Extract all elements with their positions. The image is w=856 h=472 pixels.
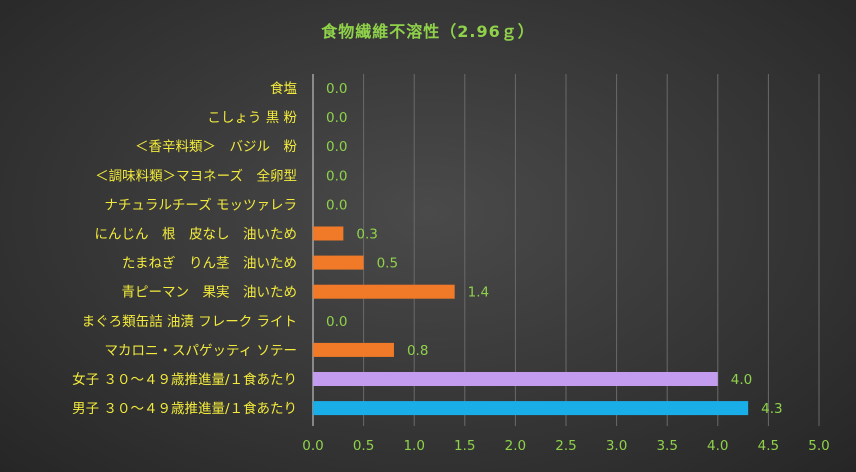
bar <box>313 284 455 299</box>
category-label: にんじん 根 皮なし 油いため <box>95 227 298 243</box>
x-axis-tick-labels: 0.0 0.5 1.0 1.5 2.0 2.5 3.0 3.5 4.0 4.5 5.0 <box>302 438 829 454</box>
category-label: ＜香辛料類＞ バジル 粉 <box>135 139 297 155</box>
x-tick-label: 2.5 <box>555 438 576 454</box>
chart-title: 食物繊維不溶性（2.96ｇ） <box>321 22 535 41</box>
x-tick-label: 3.0 <box>606 438 627 454</box>
data-label: 0.3 <box>356 227 377 243</box>
category-label: ＜調味料類＞マヨネーズ 全卵型 <box>95 167 297 184</box>
data-label: 0.0 <box>326 314 347 330</box>
x-tick-label: 2.0 <box>505 438 526 454</box>
data-label: 0.8 <box>407 343 428 359</box>
data-label: 0.0 <box>326 81 347 97</box>
category-label: 青ピーマン 果実 油いため <box>122 285 298 301</box>
x-tick-label: 4.0 <box>707 438 728 454</box>
data-label: 0.5 <box>377 256 398 272</box>
data-label: 1.4 <box>468 285 489 301</box>
category-label: ナチュラルチーズ モッツァレラ <box>104 197 297 213</box>
x-tick-label: 1.5 <box>454 438 475 454</box>
x-tick-label: 4.5 <box>758 438 779 454</box>
category-label: まぐろ類缶詰 油漬 フレーク ライト <box>82 314 297 330</box>
value-labels: 0.0 0.0 0.0 0.0 0.0 0.30.5 1.4 0.0 0.8 4.0 4.3 <box>326 81 783 417</box>
bar <box>313 255 364 270</box>
data-label: 0.0 <box>326 110 347 126</box>
bar <box>313 401 749 416</box>
category-label: 食塩 <box>270 80 297 97</box>
bars <box>313 226 749 416</box>
gridlines <box>312 74 820 426</box>
data-label: 0.0 <box>326 139 347 155</box>
data-label: 4.0 <box>731 372 752 388</box>
bar <box>313 226 344 241</box>
category-label: マカロニ・スパゲッティ ソテー <box>105 343 297 359</box>
category-label: こしょう 黒 粉 <box>207 110 297 126</box>
data-label: 4.3 <box>761 401 782 417</box>
category-label: 女子 ３０～４９歳推進量/１食あたり <box>72 371 297 388</box>
data-label: 0.0 <box>326 197 347 213</box>
x-tick-label: 5.0 <box>808 438 829 454</box>
bar <box>313 342 394 357</box>
category-label: たまねぎ りん茎 油いため <box>122 256 297 272</box>
x-tick-label: 3.5 <box>656 438 677 454</box>
category-label: 男子 ３０～４９歳推進量/１食あたり <box>72 400 297 417</box>
x-tick-label: 1.0 <box>403 438 424 454</box>
x-tick-label: 0.0 <box>302 438 323 454</box>
bar <box>313 372 718 386</box>
data-label: 0.0 <box>326 168 347 184</box>
x-tick-label: 0.5 <box>353 438 374 454</box>
